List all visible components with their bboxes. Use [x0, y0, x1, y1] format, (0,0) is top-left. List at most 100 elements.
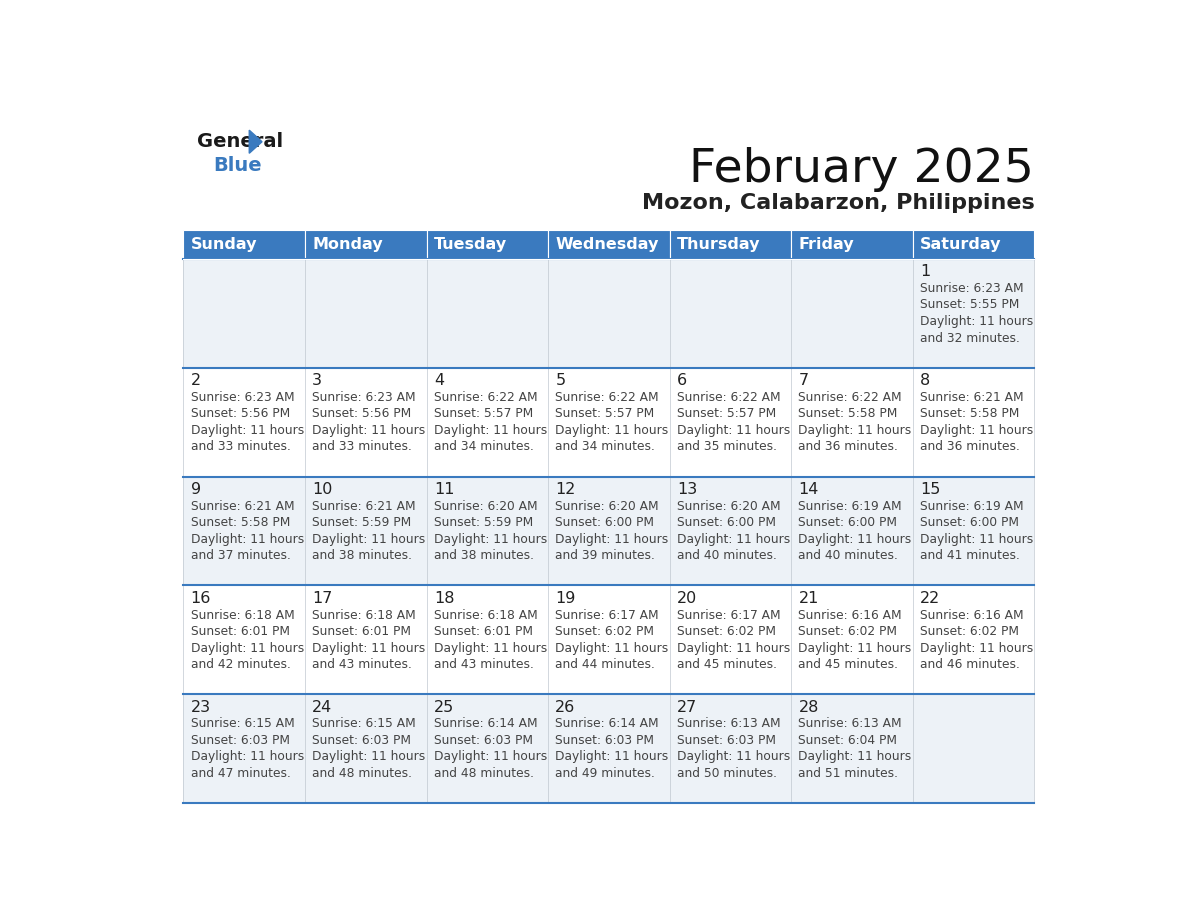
- Text: and 44 minutes.: and 44 minutes.: [555, 658, 656, 671]
- Text: Daylight: 11 hours: Daylight: 11 hours: [555, 642, 669, 655]
- Bar: [183, 367, 305, 476]
- Text: Friday: Friday: [798, 237, 854, 252]
- Text: Sunrise: 6:17 AM: Sunrise: 6:17 AM: [677, 609, 781, 621]
- Text: Sunrise: 6:15 AM: Sunrise: 6:15 AM: [312, 717, 416, 731]
- Bar: [426, 367, 548, 476]
- Text: Sunrise: 6:23 AM: Sunrise: 6:23 AM: [312, 391, 416, 404]
- Bar: [305, 230, 426, 259]
- Text: 21: 21: [798, 591, 819, 606]
- Text: Daylight: 11 hours: Daylight: 11 hours: [434, 424, 546, 437]
- Text: 25: 25: [434, 700, 454, 715]
- Text: Sunset: 5:58 PM: Sunset: 5:58 PM: [920, 408, 1019, 420]
- Bar: [426, 230, 548, 259]
- Text: and 33 minutes.: and 33 minutes.: [312, 441, 412, 453]
- Text: Sunset: 6:01 PM: Sunset: 6:01 PM: [312, 625, 411, 638]
- Bar: [426, 476, 548, 586]
- Text: General: General: [196, 132, 283, 151]
- Bar: [305, 476, 426, 586]
- Text: 8: 8: [920, 373, 930, 388]
- Text: Sunset: 6:03 PM: Sunset: 6:03 PM: [312, 733, 411, 747]
- Text: 7: 7: [798, 373, 809, 388]
- Bar: [305, 367, 426, 476]
- Text: and 40 minutes.: and 40 minutes.: [798, 549, 898, 563]
- Text: 2: 2: [190, 373, 201, 388]
- Text: Sunrise: 6:16 AM: Sunrise: 6:16 AM: [798, 609, 902, 621]
- Text: Sunset: 5:57 PM: Sunset: 5:57 PM: [677, 408, 776, 420]
- Text: Daylight: 11 hours: Daylight: 11 hours: [920, 424, 1034, 437]
- Text: and 40 minutes.: and 40 minutes.: [677, 549, 777, 563]
- Text: Daylight: 11 hours: Daylight: 11 hours: [555, 532, 669, 545]
- Text: Sunrise: 6:23 AM: Sunrise: 6:23 AM: [920, 282, 1024, 295]
- Bar: [183, 476, 305, 586]
- Text: 9: 9: [190, 482, 201, 497]
- Text: Sunrise: 6:18 AM: Sunrise: 6:18 AM: [190, 609, 295, 621]
- Bar: [670, 586, 791, 694]
- Text: Sunrise: 6:21 AM: Sunrise: 6:21 AM: [190, 499, 295, 512]
- Text: Sunset: 5:55 PM: Sunset: 5:55 PM: [920, 298, 1019, 311]
- Text: Sunrise: 6:14 AM: Sunrise: 6:14 AM: [434, 717, 537, 731]
- Text: and 51 minutes.: and 51 minutes.: [798, 767, 898, 780]
- Text: Sunset: 5:59 PM: Sunset: 5:59 PM: [434, 516, 533, 529]
- Text: and 33 minutes.: and 33 minutes.: [190, 441, 291, 453]
- Bar: [912, 367, 1035, 476]
- Bar: [912, 694, 1035, 803]
- Text: and 43 minutes.: and 43 minutes.: [434, 658, 533, 671]
- Bar: [670, 259, 791, 367]
- Bar: [426, 694, 548, 803]
- Bar: [912, 259, 1035, 367]
- Text: Sunset: 6:03 PM: Sunset: 6:03 PM: [677, 733, 776, 747]
- Text: Sunset: 6:02 PM: Sunset: 6:02 PM: [555, 625, 655, 638]
- Text: and 47 minutes.: and 47 minutes.: [190, 767, 291, 780]
- Text: Sunset: 6:02 PM: Sunset: 6:02 PM: [677, 625, 776, 638]
- Bar: [548, 586, 670, 694]
- Text: Daylight: 11 hours: Daylight: 11 hours: [798, 532, 911, 545]
- Text: Daylight: 11 hours: Daylight: 11 hours: [920, 642, 1034, 655]
- Text: Sunrise: 6:22 AM: Sunrise: 6:22 AM: [555, 391, 659, 404]
- Bar: [670, 694, 791, 803]
- Text: Daylight: 11 hours: Daylight: 11 hours: [434, 751, 546, 764]
- Text: and 45 minutes.: and 45 minutes.: [798, 658, 898, 671]
- Bar: [912, 586, 1035, 694]
- Text: Daylight: 11 hours: Daylight: 11 hours: [677, 642, 790, 655]
- Text: 15: 15: [920, 482, 941, 497]
- Text: Tuesday: Tuesday: [434, 237, 507, 252]
- Text: Monday: Monday: [312, 237, 383, 252]
- Text: and 49 minutes.: and 49 minutes.: [555, 767, 656, 780]
- Text: Sunrise: 6:13 AM: Sunrise: 6:13 AM: [798, 717, 902, 731]
- Text: February 2025: February 2025: [689, 147, 1035, 192]
- Text: Daylight: 11 hours: Daylight: 11 hours: [555, 424, 669, 437]
- Text: Thursday: Thursday: [677, 237, 760, 252]
- Text: Sunrise: 6:19 AM: Sunrise: 6:19 AM: [798, 499, 902, 512]
- Bar: [670, 367, 791, 476]
- Bar: [791, 259, 912, 367]
- Text: and 46 minutes.: and 46 minutes.: [920, 658, 1020, 671]
- Text: Sunset: 6:00 PM: Sunset: 6:00 PM: [555, 516, 655, 529]
- Text: Sunset: 5:57 PM: Sunset: 5:57 PM: [555, 408, 655, 420]
- Bar: [305, 586, 426, 694]
- Text: Sunset: 5:59 PM: Sunset: 5:59 PM: [312, 516, 411, 529]
- Text: and 48 minutes.: and 48 minutes.: [434, 767, 533, 780]
- Text: Daylight: 11 hours: Daylight: 11 hours: [190, 642, 304, 655]
- Text: Sunset: 5:56 PM: Sunset: 5:56 PM: [190, 408, 290, 420]
- Bar: [305, 259, 426, 367]
- Text: and 35 minutes.: and 35 minutes.: [677, 441, 777, 453]
- Bar: [912, 476, 1035, 586]
- Text: Sunset: 6:00 PM: Sunset: 6:00 PM: [920, 516, 1019, 529]
- Text: Daylight: 11 hours: Daylight: 11 hours: [312, 642, 425, 655]
- Bar: [791, 586, 912, 694]
- Bar: [183, 586, 305, 694]
- Text: 17: 17: [312, 591, 333, 606]
- Text: Daylight: 11 hours: Daylight: 11 hours: [190, 532, 304, 545]
- Text: and 43 minutes.: and 43 minutes.: [312, 658, 412, 671]
- Bar: [548, 367, 670, 476]
- Text: Sunrise: 6:21 AM: Sunrise: 6:21 AM: [920, 391, 1024, 404]
- Bar: [791, 367, 912, 476]
- Bar: [548, 476, 670, 586]
- Text: Sunrise: 6:18 AM: Sunrise: 6:18 AM: [434, 609, 537, 621]
- Text: Sunset: 6:00 PM: Sunset: 6:00 PM: [798, 516, 897, 529]
- Text: and 32 minutes.: and 32 minutes.: [920, 331, 1020, 344]
- Bar: [183, 259, 305, 367]
- Polygon shape: [249, 130, 263, 153]
- Text: and 37 minutes.: and 37 minutes.: [190, 549, 291, 563]
- Text: 4: 4: [434, 373, 444, 388]
